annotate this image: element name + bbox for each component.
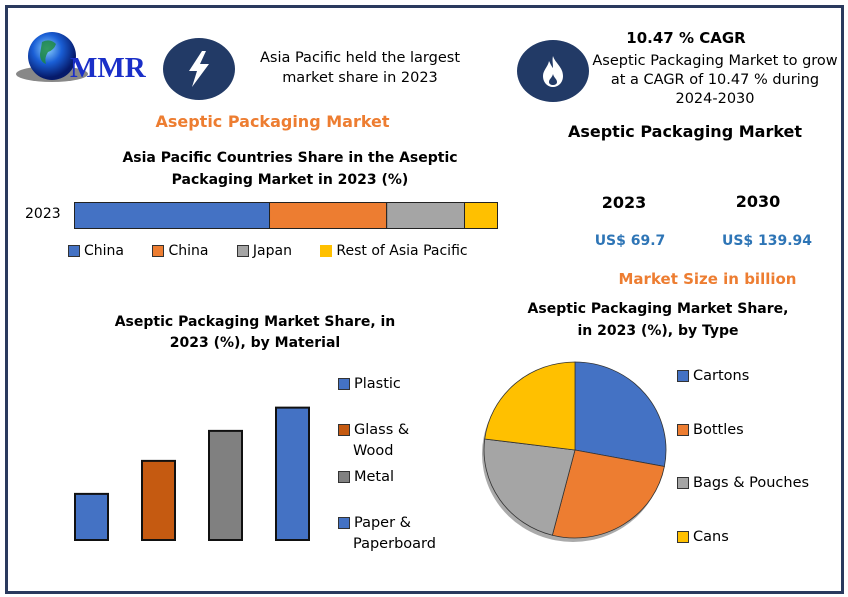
- value-2030: US$ 139.94: [721, 233, 813, 249]
- legend-label: Rest of Asia Pacific: [336, 243, 468, 259]
- legend-label: Glass &: [354, 422, 410, 438]
- legend-label: China: [84, 243, 124, 259]
- infographic-frame: [5, 5, 844, 594]
- material-bar-chart: [74, 406, 310, 541]
- legend-label: Bottles: [693, 422, 744, 438]
- flame-icon: [543, 56, 563, 87]
- legend-item: Japan: [236, 243, 292, 259]
- legend-swatch: [68, 245, 80, 257]
- lightning-badge: [163, 38, 235, 100]
- legend-swatch: [338, 471, 350, 483]
- value-2023: US$ 69.7: [594, 233, 666, 249]
- pie-slice-1: [551, 449, 665, 539]
- pie-slice-2: [483, 438, 576, 536]
- material-bar-1: [141, 459, 176, 541]
- highlight-left-text: Asia Pacific held the largest market sha…: [259, 50, 461, 86]
- stacked-category-label: 2023: [25, 206, 61, 222]
- stacked-segment-1: [269, 202, 388, 229]
- legend-swatch: [152, 245, 165, 257]
- legend-item: China: [68, 243, 124, 259]
- legend-label: Paper &: [354, 515, 411, 531]
- market-size-caption: Market Size in billion: [618, 270, 797, 288]
- stacked-segment-0: [74, 202, 271, 229]
- lightning-bolt-icon: [189, 51, 209, 87]
- legend-swatch: [677, 531, 689, 543]
- mmr-logo: MMR: [12, 30, 152, 86]
- legend-label: Paperboard: [353, 536, 436, 552]
- legend-swatch: [320, 245, 333, 257]
- pie-slice-0: [574, 361, 667, 467]
- stacked-segment-2: [386, 202, 466, 229]
- cagr-title: 10.47 % CAGR: [626, 29, 746, 47]
- legend-item: Plastic: [338, 374, 401, 395]
- type-pie-chart: [482, 361, 667, 542]
- legend-label: China: [168, 243, 209, 259]
- stacked-legend: China China Japan Rest of Asia Pacific: [68, 243, 468, 259]
- material-bar-0: [74, 492, 109, 541]
- pie-chart-title: Aseptic Packaging Market Share, in 2023 …: [527, 301, 789, 339]
- legend-swatch: [338, 378, 350, 390]
- legend-label: Cans: [693, 529, 729, 545]
- legend-label: Bags & Pouches: [693, 475, 810, 491]
- logo-text: MMR: [70, 52, 146, 84]
- legend-item: Cartons: [677, 368, 749, 384]
- legend-swatch: [236, 245, 249, 257]
- legend-swatch: [677, 370, 689, 382]
- legend-swatch: [677, 477, 689, 489]
- market-size-title: Aseptic Packaging Market: [567, 122, 803, 141]
- year-2030: 2030: [735, 192, 781, 211]
- legend-swatch: [338, 517, 350, 529]
- legend-item: Bottles: [677, 422, 744, 438]
- legend-label: Japan: [252, 243, 292, 259]
- legend-item: China: [152, 243, 208, 259]
- stacked-segment-3: [464, 202, 498, 229]
- stacked-chart-title: Asia Pacific Countries Share in the Asep…: [122, 150, 458, 188]
- stacked-bar-chart: [74, 202, 498, 229]
- year-2023: 2023: [601, 193, 647, 212]
- material-chart-title: Aseptic Packaging Market Share, in 2023 …: [114, 314, 396, 351]
- legend-label: Wood: [353, 443, 394, 459]
- legend-swatch: [677, 424, 689, 436]
- legend-item: Metal: [338, 467, 394, 488]
- cagr-text: Aseptic Packaging Market to grow at a CA…: [592, 53, 838, 107]
- left-section-title: Aseptic Packaging Market: [155, 112, 390, 131]
- legend-label: Cartons: [693, 368, 750, 384]
- globe-icon: [16, 32, 88, 82]
- legend-label: Plastic: [354, 376, 401, 392]
- pie-slice-3: [484, 361, 576, 451]
- material-bar-3: [275, 406, 310, 541]
- legend-item: Paper & Paperboard: [338, 513, 436, 555]
- flame-badge: [517, 40, 589, 102]
- legend-swatch: [338, 424, 350, 436]
- legend-item: Cans: [677, 529, 729, 545]
- legend-item: Glass & Wood: [338, 420, 409, 462]
- legend-item: Rest of Asia Pacific: [320, 243, 468, 259]
- material-bar-2: [208, 429, 243, 541]
- legend-item: Bags & Pouches: [677, 475, 809, 491]
- legend-label: Metal: [354, 469, 395, 485]
